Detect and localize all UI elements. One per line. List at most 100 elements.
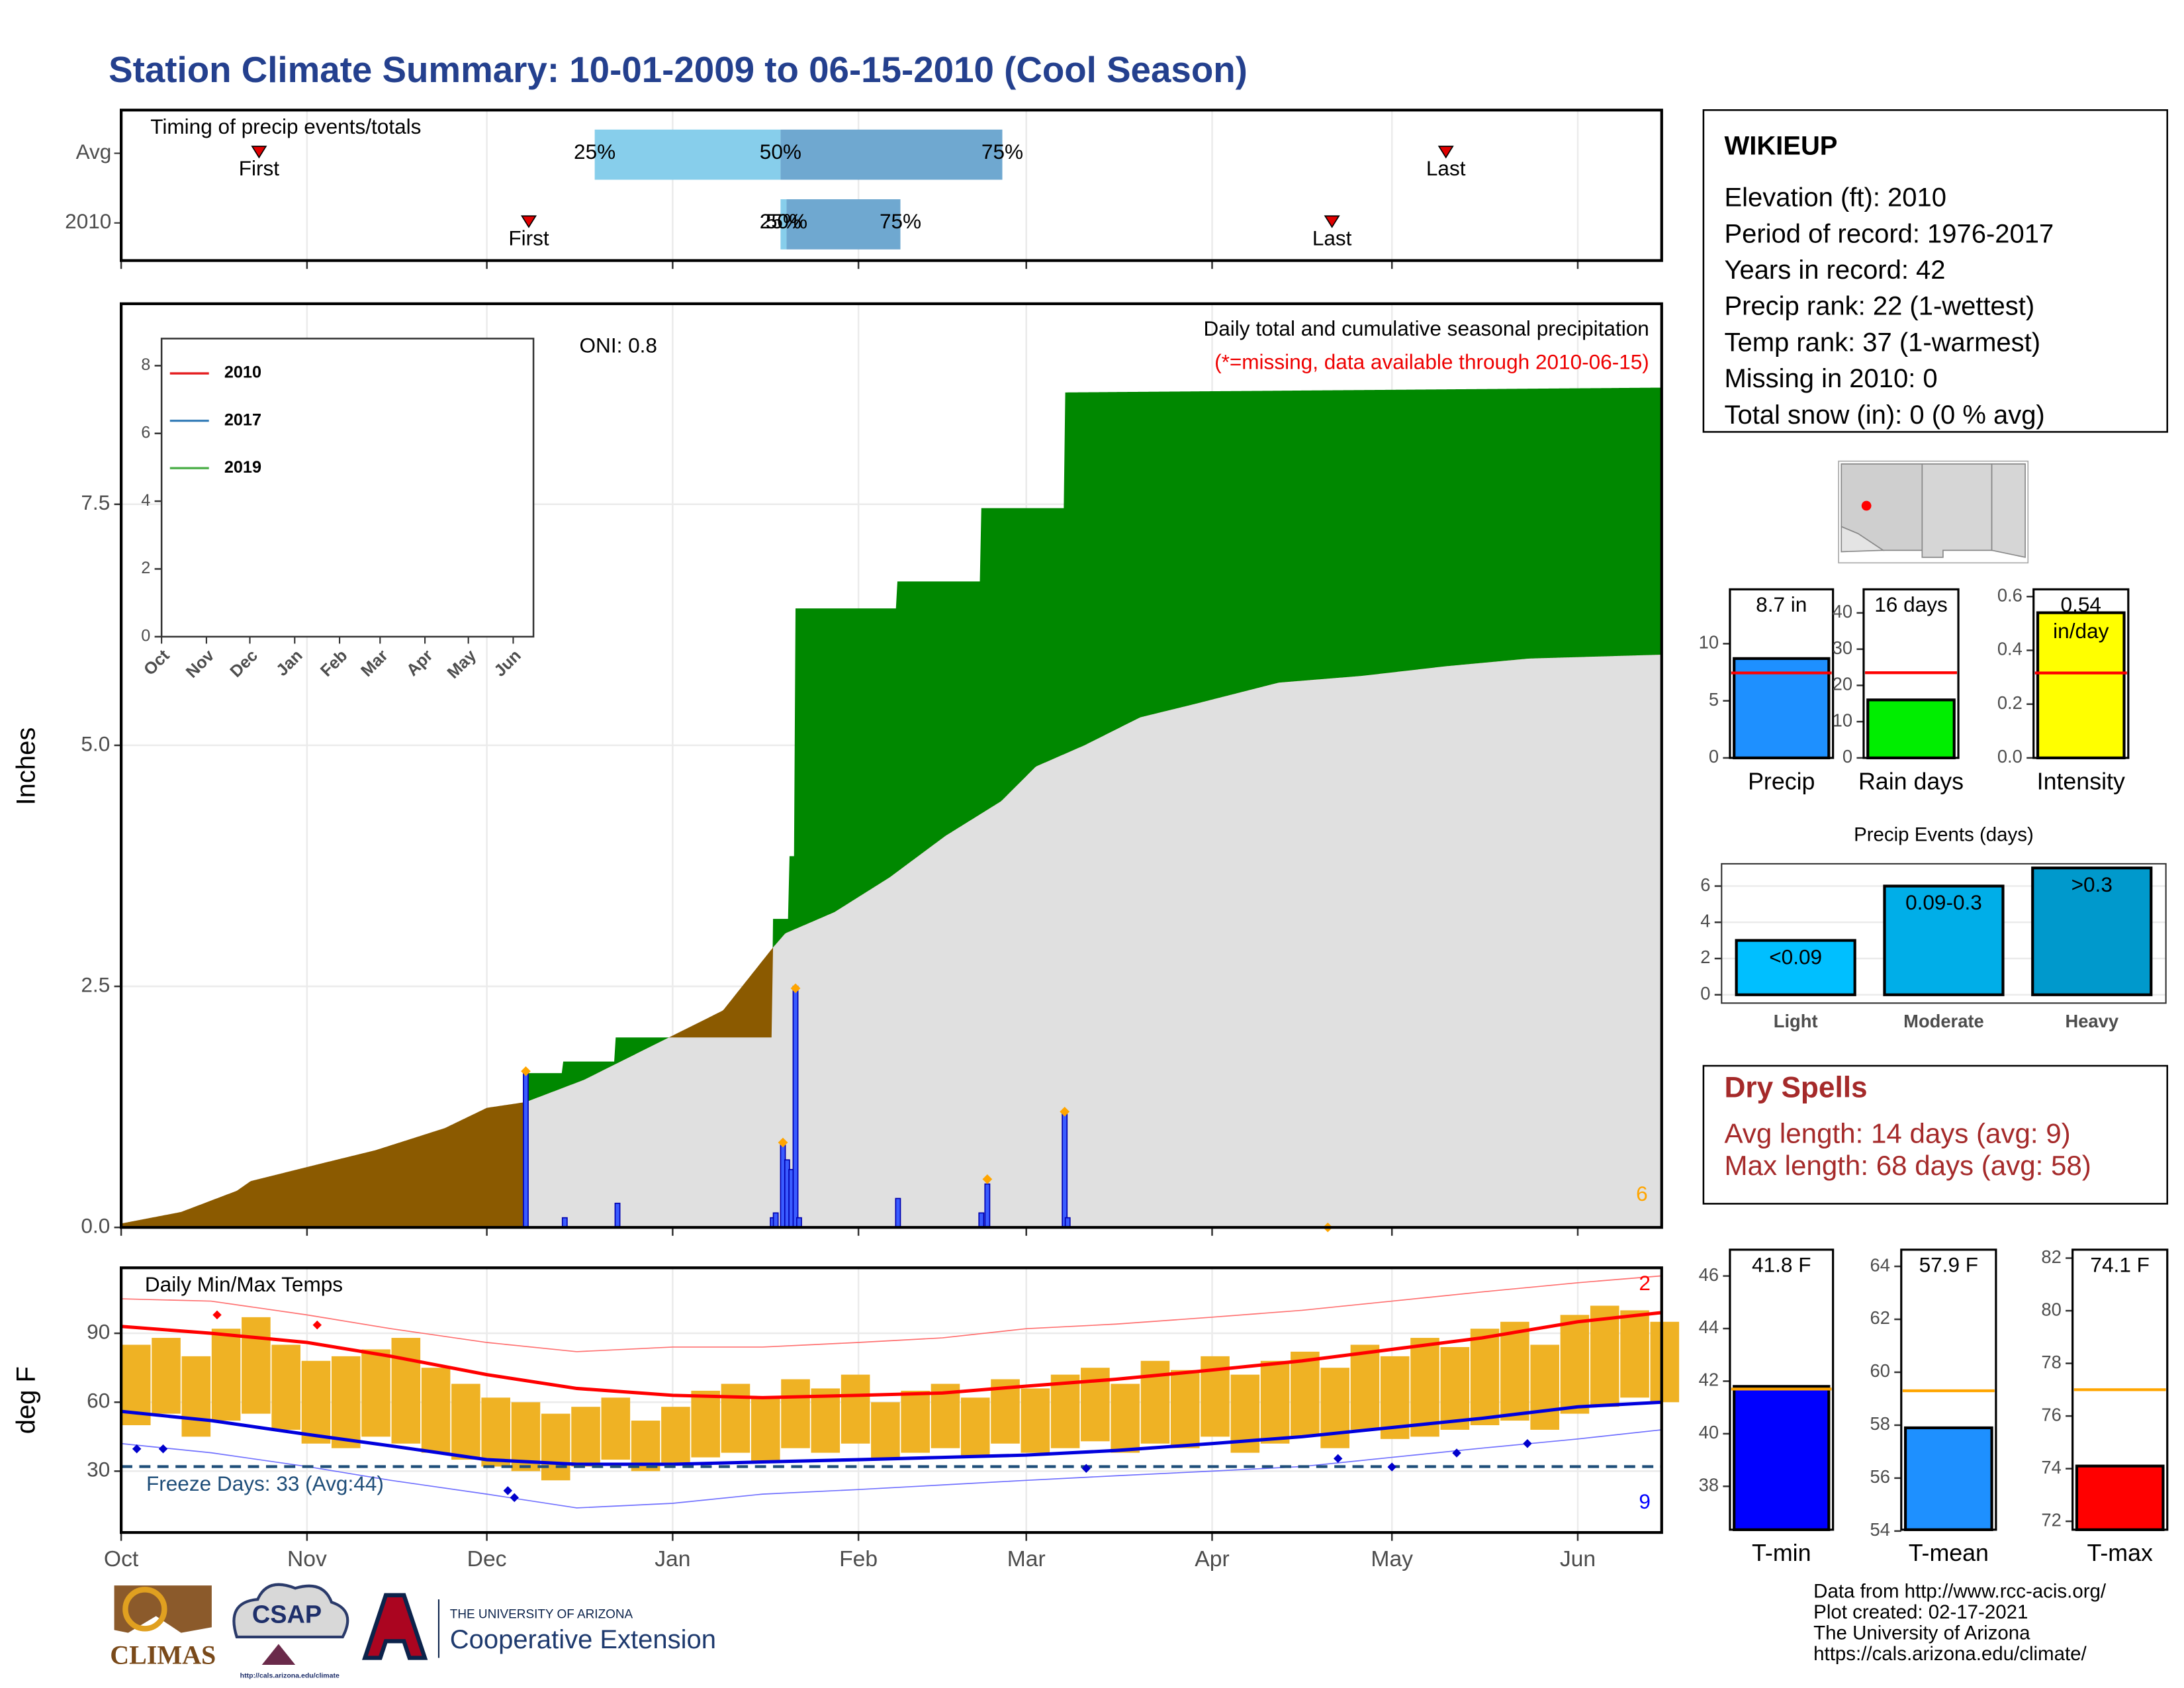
- daily-precip-bar: [772, 1212, 779, 1229]
- value-label: 74.1 F: [2090, 1254, 2150, 1278]
- timing-frame: [119, 109, 1663, 262]
- y-tick-label: 0.2: [1997, 692, 2023, 713]
- daily-temp-bar: [781, 1379, 810, 1448]
- station-frame: [1702, 109, 2169, 433]
- bar: [2036, 611, 2126, 760]
- y-tick-label: 10: [1833, 710, 1852, 730]
- quartile-label: 50%: [760, 140, 801, 164]
- daily-temp-bar: [331, 1356, 361, 1448]
- y-tick-label: 40: [1699, 1422, 1719, 1442]
- y-tick-label: 10: [1699, 632, 1719, 653]
- x-tick-label: Jun: [1560, 1547, 1596, 1571]
- record-marker: [212, 1310, 222, 1320]
- y-tick-label: 30: [87, 1458, 110, 1481]
- daily-temp-bar: [1650, 1321, 1680, 1403]
- avg-max-line: [120, 1311, 1662, 1399]
- y-tick-label: 60: [1870, 1360, 1890, 1381]
- y-tick-label: 2: [1700, 947, 1710, 967]
- station-line: Elevation (ft): 2010: [1724, 183, 1946, 212]
- x-tick-label: Dec: [467, 1547, 507, 1571]
- daily-precip-bar: [792, 986, 799, 1229]
- category-label: T-max: [2087, 1540, 2153, 1566]
- y-tick-label: 0: [141, 627, 150, 645]
- y-tick-label: 46: [1699, 1264, 1719, 1285]
- y-tick-label: 90: [87, 1319, 110, 1343]
- record-marker: [510, 1493, 519, 1503]
- daily-precip-bar: [523, 1070, 529, 1229]
- daily-precip-bar: [614, 1202, 621, 1229]
- row-label: 2010: [65, 209, 111, 233]
- y-tick-label: 6: [1700, 874, 1710, 895]
- quartile-bar-high: [786, 199, 901, 250]
- daily-temp-bar: [301, 1360, 331, 1444]
- corner-count: 9: [1639, 1489, 1651, 1513]
- station-dot: [1861, 500, 1872, 511]
- timing-marker-label: Last: [1426, 156, 1466, 180]
- state-newmexico: [1921, 463, 1993, 558]
- y-tick-label: 56: [1870, 1466, 1890, 1487]
- value-label-box: 0.54 in/day: [2053, 593, 2109, 644]
- footer-line: The University of Arizona: [1813, 1622, 2030, 1644]
- timing-marker: [251, 146, 267, 159]
- bar: [1866, 698, 1956, 760]
- climas-sun: [122, 1587, 167, 1632]
- station-box: WIKIEUP Elevation (ft): 2010 Period of r…: [1702, 109, 2169, 433]
- y-tick-label: 0: [1709, 746, 1719, 767]
- daily-temp-bar: [181, 1356, 211, 1437]
- daily-temp-bar: [1350, 1344, 1380, 1430]
- bar-label: 0.09-0.3: [1905, 890, 1982, 914]
- precip-subtitle: (*=missing, data available through 2010-…: [1214, 350, 1649, 374]
- daily-precip-bar: [984, 1183, 991, 1229]
- daily-temp-bar: [242, 1317, 271, 1414]
- quartile-label: 25%: [574, 140, 615, 164]
- bar: [2075, 1464, 2165, 1531]
- y-tick-label: 30: [1833, 637, 1852, 658]
- y-tick-label: 80: [2041, 1299, 2061, 1319]
- daily-precip-bar: [1062, 1111, 1068, 1229]
- quartile-label: 75%: [880, 209, 921, 233]
- y-tick-label: 5: [1709, 689, 1719, 710]
- bar-panel-frame: [1729, 1248, 1835, 1531]
- x-tick-label: Oct: [104, 1547, 139, 1571]
- y-tick-label: 78: [2041, 1352, 2061, 1372]
- daily-temp-bar: [421, 1368, 451, 1453]
- y-tick-label: 72: [2041, 1509, 2061, 1530]
- daily-temp-bar: [571, 1407, 600, 1467]
- extension-name: Cooperative Extension: [450, 1625, 716, 1654]
- record-marker: [158, 1444, 168, 1454]
- category-label: T-mean: [1909, 1540, 1989, 1566]
- y-tick-label: 44: [1699, 1317, 1719, 1337]
- bar: [1735, 939, 1856, 996]
- y-tick-label: 58: [1870, 1413, 1890, 1434]
- y-tick-label: 20: [1833, 674, 1852, 694]
- daily-temp-bar: [1291, 1351, 1320, 1437]
- dry-spells-line: Avg length: 14 days (avg: 9): [1724, 1117, 2070, 1149]
- bar-panel-frame: [2071, 1248, 2169, 1531]
- daily-temp-bar: [1500, 1321, 1529, 1421]
- daily-temp-bar: [811, 1388, 841, 1453]
- footer-line: https://cals.arizona.edu/climate/: [1813, 1643, 2087, 1665]
- record-marker: [1452, 1448, 1461, 1458]
- y-tick-label: 2.5: [81, 972, 110, 996]
- x-tick-label: Jan: [655, 1547, 690, 1571]
- daily-temp-bar: [361, 1349, 390, 1437]
- bar: [1883, 884, 2005, 996]
- category-label: Heavy: [2065, 1011, 2118, 1031]
- quartile-bar-high: [780, 129, 1003, 180]
- bar: [1903, 1426, 1993, 1531]
- plot-frame: [119, 1266, 1663, 1534]
- inset-bg: [161, 338, 534, 637]
- y-tick-label: 2: [141, 559, 150, 577]
- row-label: Avg: [76, 140, 112, 164]
- y-axis-label: Inches: [12, 727, 41, 806]
- value-label: 0.54 in/day: [2053, 593, 2109, 644]
- daily-temp-bar: [871, 1402, 900, 1460]
- category-label: Light: [1774, 1011, 1818, 1031]
- daily-temp-bar: [451, 1383, 480, 1460]
- daily-temp-bar: [1440, 1346, 1470, 1430]
- dry-spells-line: Max length: 68 days (avg: 58): [1724, 1150, 2091, 1181]
- daily-temp-bar: [541, 1413, 570, 1481]
- plot-frame: [119, 302, 1663, 1229]
- record-max-line: [121, 1275, 1662, 1352]
- station-line: Period of record: 1976-2017: [1724, 219, 2054, 248]
